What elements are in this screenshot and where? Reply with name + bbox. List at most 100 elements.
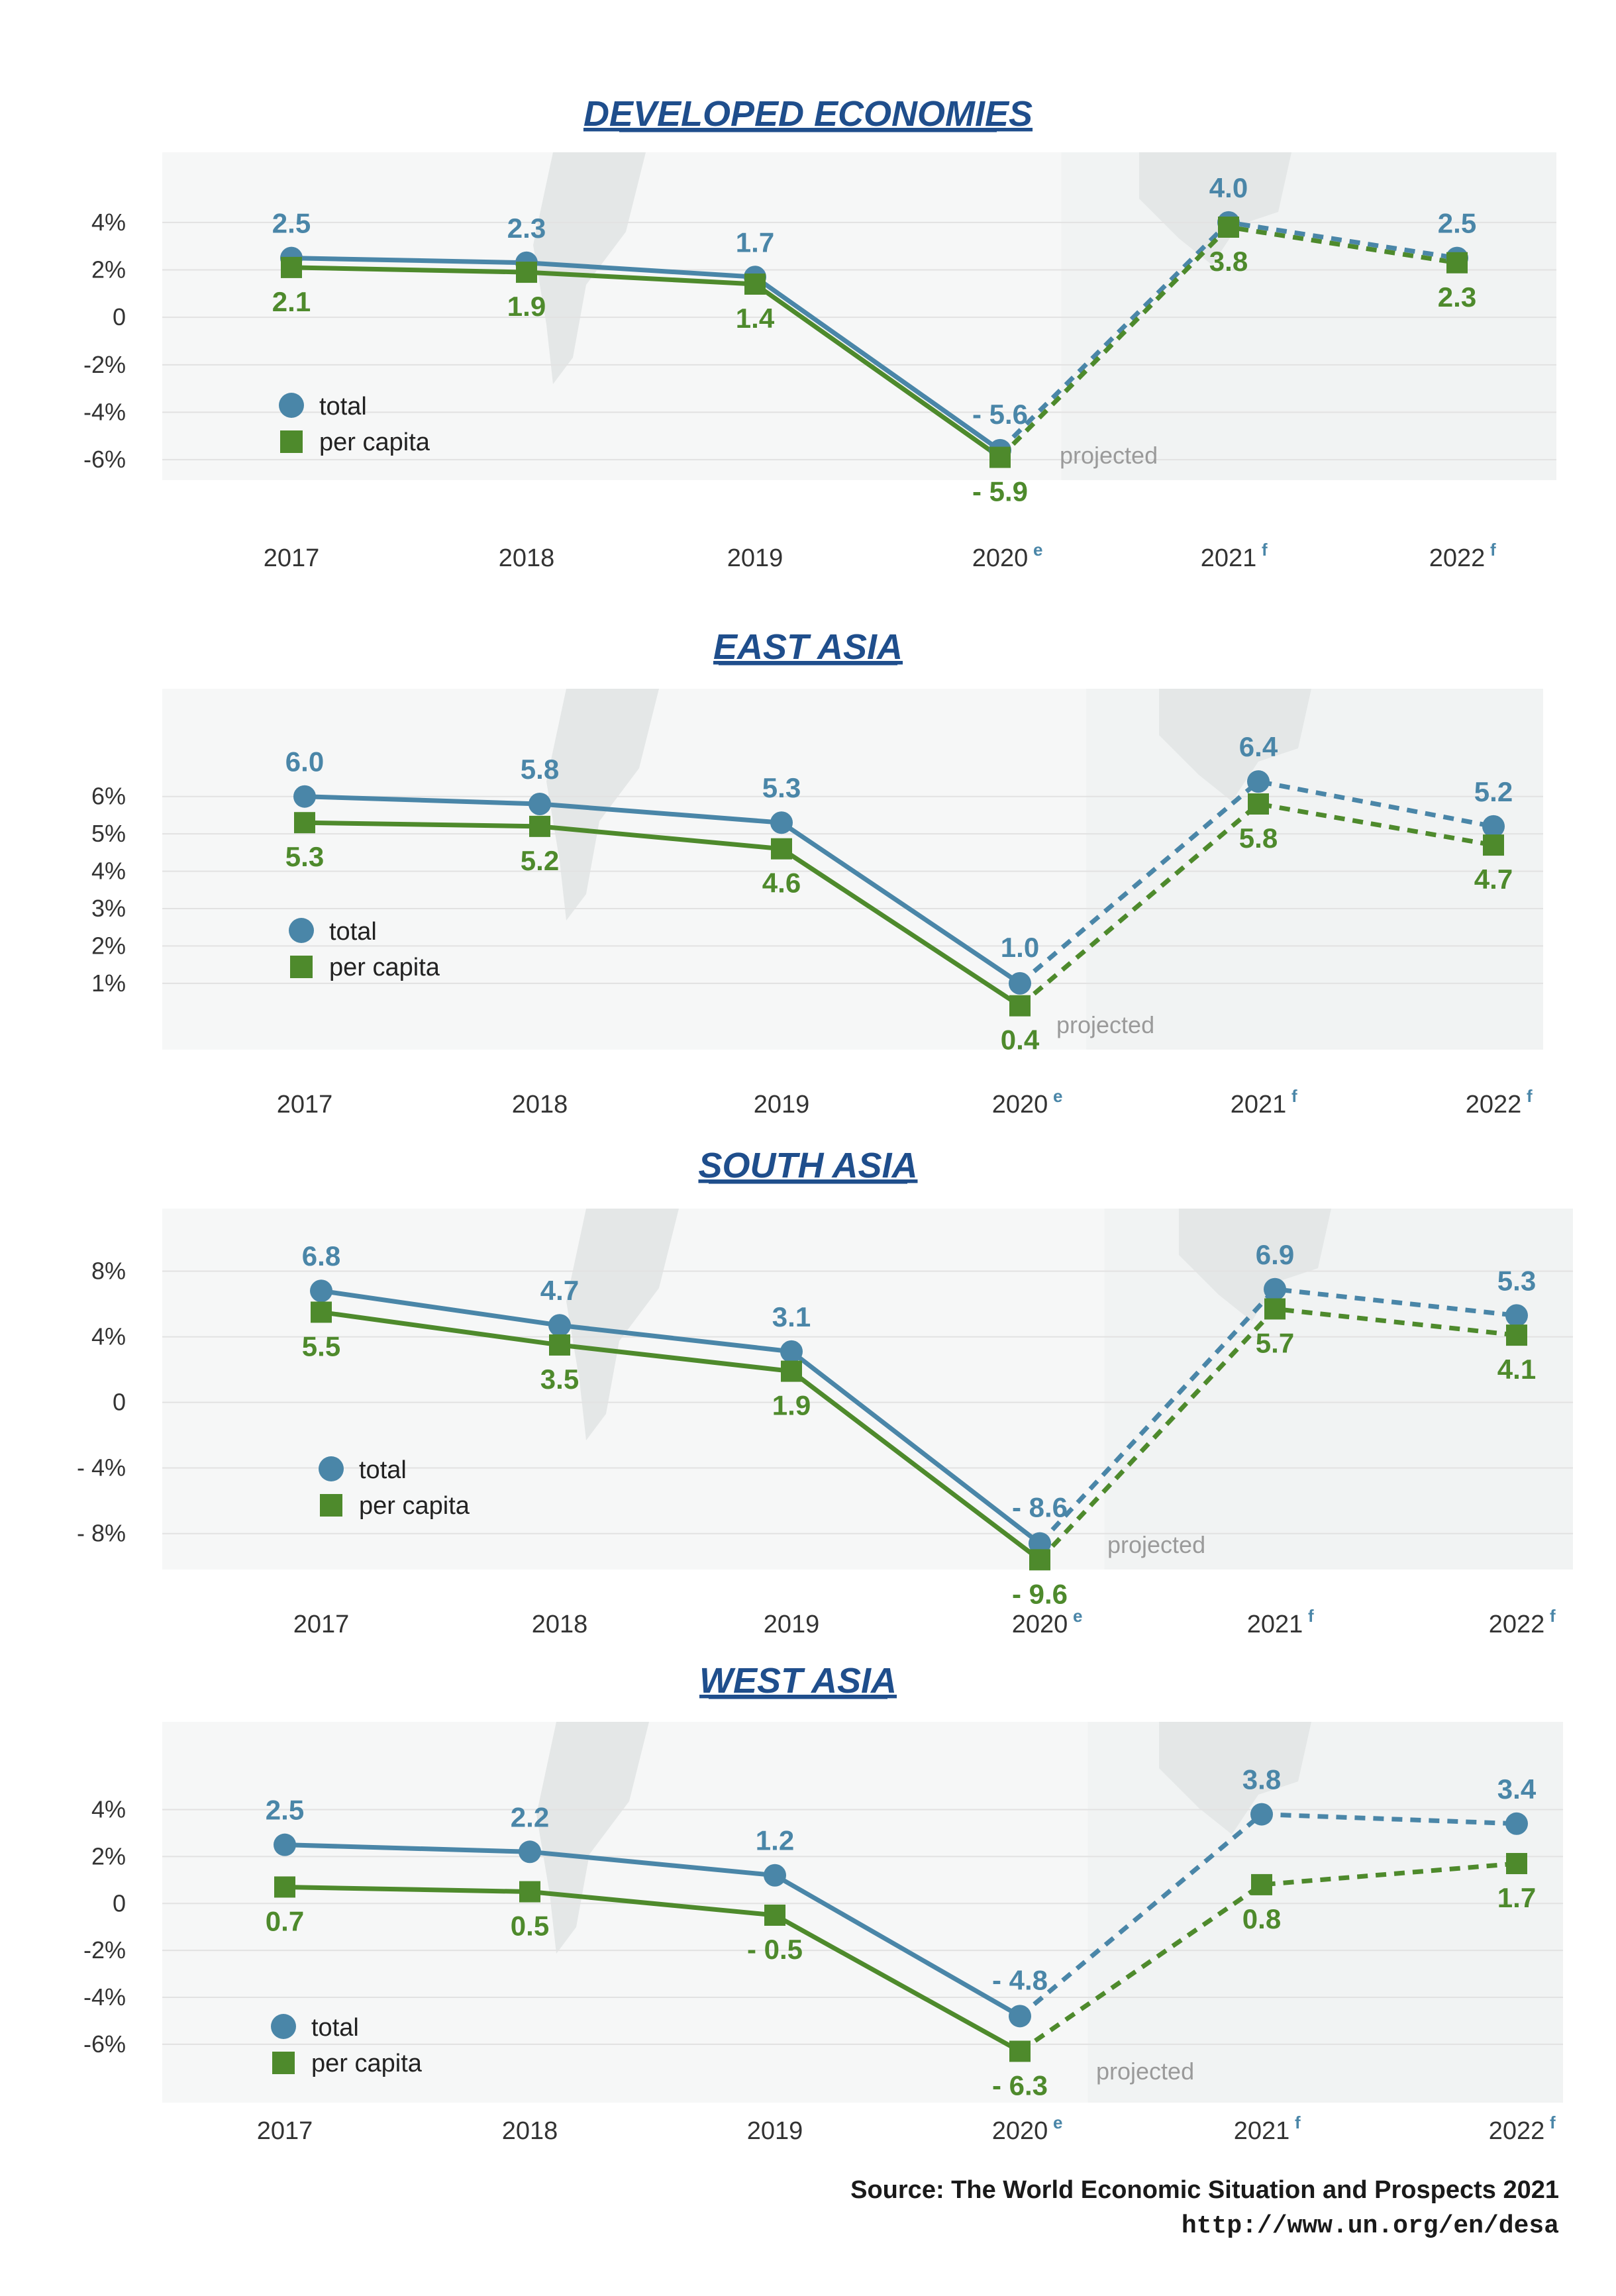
map-silhouette-americas	[546, 689, 659, 921]
legend-total-label: total	[329, 918, 377, 946]
y-tick-label: -4%	[83, 399, 126, 426]
map-silhouette-africa	[1159, 689, 1311, 801]
x-tick-label: 2022	[1489, 2117, 1545, 2145]
projected-region	[1086, 689, 1543, 1050]
per-capita-value-label: 1.9	[772, 1390, 811, 1421]
per-capita-value-label: 0.7	[266, 1905, 304, 1936]
x-tick-superscript: f	[1527, 1086, 1533, 1106]
per-capita-value-label: 5.5	[302, 1330, 340, 1362]
total-point	[1009, 2005, 1031, 2028]
x-tick-superscript: f	[1490, 540, 1496, 560]
per-capita-point	[1029, 1549, 1050, 1571]
total-line-actual	[291, 256, 1002, 452]
total-line-projected	[1018, 779, 1494, 985]
total-line-actual	[321, 1288, 1042, 1546]
x-tick-superscript: f	[1550, 1606, 1556, 1626]
projected-label: projected	[1056, 1011, 1154, 1038]
projected-label: projected	[1060, 442, 1158, 469]
y-tick-label: 4%	[91, 209, 126, 236]
map-silhouette-americas	[566, 1209, 679, 1440]
total-point	[1029, 1532, 1051, 1555]
total-point	[1250, 1803, 1273, 1826]
x-tick-label: 2019	[747, 2117, 803, 2145]
y-tick-label: 0	[113, 1889, 126, 1917]
per-capita-value-label: 4.7	[1474, 864, 1513, 895]
legend-total-marker	[319, 1456, 344, 1481]
x-tick-label: 2022	[1489, 1611, 1545, 1638]
total-value-label: 6.0	[285, 746, 324, 777]
total-value-label: 5.3	[1497, 1265, 1536, 1296]
y-tick-label: 0	[113, 303, 126, 330]
per-capita-value-label: 4.1	[1497, 1354, 1536, 1385]
per-capita-point	[549, 1334, 570, 1356]
per-capita-point	[281, 256, 302, 278]
y-tick-label: -6%	[83, 446, 126, 473]
projected-label: projected	[1107, 1531, 1205, 1558]
y-tick-label: 2%	[91, 1842, 126, 1870]
x-tick-label: 2018	[512, 1091, 568, 1119]
per-capita-point	[989, 446, 1011, 468]
per-capita-point	[1446, 252, 1468, 274]
per-capita-value-label: 3.5	[540, 1364, 579, 1395]
y-tick-label: 0	[113, 1389, 126, 1416]
per-capita-value-label: 0.4	[1001, 1024, 1040, 1056]
legend-per-capita-label: per capita	[329, 954, 440, 981]
chart-panel: DEVELOPED ECONOMIES 4% 2% 0 -2% -4% -6% 2017 201…	[83, 94, 1556, 572]
per-capita-value-label: - 6.3	[992, 2070, 1048, 2101]
per-capita-point	[771, 838, 792, 860]
x-tick-label: 2021	[1234, 2117, 1290, 2145]
x-tick-superscript: f	[1550, 2113, 1556, 2132]
per-capita-point	[1483, 834, 1504, 856]
per-capita-line-actual	[321, 1309, 1042, 1562]
x-tick-superscript: e	[1033, 540, 1042, 560]
map-silhouette-africa	[1179, 1209, 1331, 1321]
per-capita-point	[1009, 2040, 1031, 2062]
per-capita-value-label: 5.3	[285, 841, 324, 872]
per-capita-point	[1264, 1298, 1286, 1320]
per-capita-value-label: 5.7	[1256, 1327, 1294, 1358]
per-capita-line-actual	[304, 820, 1021, 1008]
x-tick-label: 2019	[727, 544, 783, 572]
per-capita-value-label: 5.8	[1239, 823, 1278, 854]
chart-title: DEVELOPED ECONOMIES	[583, 94, 1033, 134]
per-capita-point	[1251, 1873, 1272, 1895]
legend-per-capita-marker	[280, 430, 303, 453]
x-tick-superscript: e	[1053, 1086, 1062, 1106]
x-tick-label: 2017	[293, 1611, 350, 1638]
x-tick-label: 2022	[1429, 544, 1486, 572]
total-point	[764, 1864, 786, 1887]
legend-total-marker	[271, 2014, 296, 2039]
total-value-label: 5.2	[1474, 776, 1513, 807]
total-line-actual	[284, 1842, 1021, 2019]
y-tick-label: - 4%	[77, 1454, 126, 1481]
per-capita-value-label: 2.1	[272, 286, 311, 317]
projected-region	[1061, 152, 1556, 480]
legend-total-label: total	[319, 393, 367, 421]
total-value-label: - 5.6	[972, 399, 1028, 430]
x-tick-superscript: f	[1262, 540, 1268, 560]
y-tick-label: 4%	[91, 858, 126, 885]
total-line-actual	[304, 794, 1021, 985]
legend-total-label: total	[311, 2014, 359, 2042]
per-capita-value-label: - 9.6	[1012, 1578, 1068, 1609]
total-point	[529, 793, 551, 815]
x-tick-superscript: f	[1291, 1086, 1297, 1106]
y-tick-label: 8%	[91, 1258, 126, 1285]
total-value-label: 1.7	[736, 226, 774, 258]
per-capita-point	[764, 1904, 785, 1926]
source-citation: Source: The World Economic Situation and…	[850, 2176, 1559, 2204]
total-value-label: 3.1	[772, 1301, 811, 1332]
total-point	[780, 1340, 803, 1363]
y-tick-label: 1%	[91, 970, 126, 997]
source-url: http://www.un.org/en/desa	[1181, 2212, 1559, 2240]
map-silhouette-africa	[1159, 1722, 1311, 1834]
per-capita-value-label: - 5.9	[972, 476, 1028, 507]
per-capita-point	[311, 1301, 332, 1323]
y-tick-label: 5%	[91, 820, 126, 847]
y-tick-label: 2%	[91, 256, 126, 283]
x-tick-label: 2021	[1201, 544, 1257, 572]
total-value-label: 2.3	[507, 213, 546, 244]
total-value-label: 6.8	[302, 1240, 340, 1272]
projected-region	[1104, 1209, 1573, 1570]
